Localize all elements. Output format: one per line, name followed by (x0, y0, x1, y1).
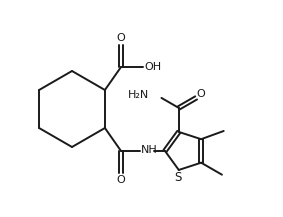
Text: NH: NH (141, 145, 157, 155)
Text: O: O (117, 33, 125, 43)
Text: H₂N: H₂N (128, 90, 149, 100)
Text: S: S (174, 171, 181, 184)
Text: OH: OH (144, 62, 162, 72)
Text: O: O (117, 175, 125, 185)
Text: O: O (197, 89, 205, 99)
